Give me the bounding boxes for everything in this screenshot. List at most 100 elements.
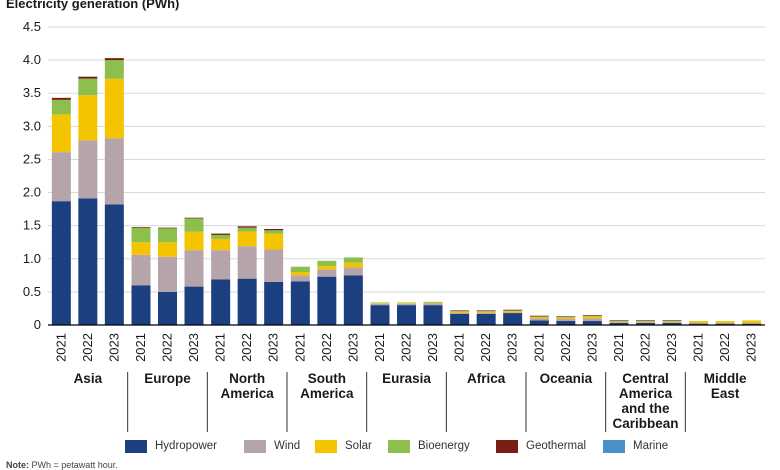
bar-segment-geothermal [636, 320, 655, 322]
bar-segment-hydropower [636, 323, 655, 325]
bar-segment-wind [636, 322, 655, 324]
group-label-line: North [229, 371, 265, 386]
bar-segment-geothermal [131, 226, 151, 228]
bar-segment-bioenergy [184, 218, 204, 232]
bar-segment-solar [158, 242, 177, 257]
bar-segment-geothermal [51, 97, 71, 100]
bar-segment-hydropower [131, 285, 151, 325]
bar-segment-bioenergy [397, 302, 416, 304]
bar-segment-bioenergy [450, 311, 470, 312]
x-tick-label: 2022 [80, 333, 95, 362]
legend-item-bioenergy: Bioenergy [388, 438, 470, 454]
bar-segment-hydropower [211, 279, 231, 325]
group-label-line: Africa [467, 371, 506, 386]
legend-item-marine: Marine [603, 438, 668, 454]
bar-segment-solar [423, 302, 443, 304]
bar-segment-hydropower [529, 320, 549, 325]
bar-segment-solar [343, 262, 363, 268]
bar-segment-hydropower [317, 276, 337, 325]
bar-segment-solar [370, 303, 390, 304]
bar-segment-hydropower [184, 286, 204, 325]
bar-segment-wind [370, 303, 390, 306]
x-tick-label: 2021 [611, 333, 626, 362]
bar-segment-bioenergy [264, 230, 284, 234]
group-label-line: Middle [704, 371, 747, 386]
bar-segment-solar [582, 316, 602, 319]
bar-segment-hydropower [343, 275, 363, 325]
bar-segment-solar [476, 311, 496, 314]
bar-segment-solar [317, 266, 337, 270]
y-tick-label: 4.0 [23, 52, 41, 67]
bar-segment-bioenergy [556, 317, 576, 318]
bars [51, 58, 762, 325]
x-tick-label: 2021 [531, 333, 546, 362]
legend-swatch [125, 439, 147, 453]
bar-segment-geothermal [104, 58, 124, 61]
group-label-line: Eurasia [382, 371, 431, 386]
x-tick-label: 2022 [478, 333, 493, 362]
group-label: Asia [74, 371, 103, 386]
group-label-line: Asia [74, 371, 103, 386]
bar-segment-geothermal [237, 226, 257, 228]
bar-segment-solar [211, 238, 231, 251]
x-tick-label: 2023 [664, 333, 679, 362]
bar-segment-wind [184, 250, 204, 287]
bar-segment-wind [317, 269, 337, 277]
bar-segment-wind [237, 246, 257, 279]
bar-segment-hydropower [290, 281, 310, 325]
bar-segment-wind [715, 323, 735, 324]
bar-segment-geothermal [556, 316, 576, 318]
legend-swatch [496, 439, 518, 453]
legend-item-hydropower: Hydropower [125, 438, 217, 454]
bar-segment-bioenergy [104, 60, 124, 79]
bar-segment-bioenergy [582, 315, 602, 317]
x-tick-label: 2023 [425, 333, 440, 362]
y-tick-label: 1.5 [23, 218, 41, 233]
y-tick-label: 0.5 [23, 284, 41, 299]
bar-segment-solar [689, 321, 709, 324]
group-label: Oceania [540, 371, 593, 386]
bar-segment-wind [742, 323, 762, 324]
bar-segment-bioenergy [78, 78, 98, 96]
bar-segment-bioenergy [423, 301, 443, 303]
bar-segment-hydropower [689, 323, 709, 325]
bar-segment-geothermal [582, 315, 602, 316]
group-label-line: and the [621, 401, 669, 416]
legend-label: Solar [345, 440, 372, 452]
stacked-bar-chart: 0 0.5 1.0 1.5 2.0 2.5 3.0 3.5 4.0 4.5 2021 2022 2023… [23, 19, 765, 432]
bar-segment-bioenergy [343, 257, 363, 263]
bar-segment-hydropower [582, 321, 602, 325]
labels: 0 0.5 1.0 1.5 2.0 2.5 3.0 3.5 4.0 4.5 2021 2022 2023… [23, 19, 759, 431]
bar-segment-solar [503, 311, 523, 313]
x-tick-label: 2022 [399, 333, 414, 362]
y-tick-label: 2.0 [23, 185, 41, 200]
legend: Hydropower Wind Solar Bioenergy Geothermal Ma… [0, 438, 780, 456]
group-label: North America [221, 371, 275, 401]
bar-segment-hydropower [556, 321, 576, 325]
bar-segment-hydropower [742, 323, 762, 325]
bar-segment-bioenergy [370, 302, 390, 304]
bar-segment-solar [131, 242, 151, 255]
bar-segment-wind [290, 275, 310, 282]
x-tick-label: 2021 [133, 333, 148, 362]
bar-segment-bioenergy [51, 99, 71, 115]
bar-segment-bioenergy [290, 266, 310, 273]
gridlines [48, 26, 765, 293]
bar-segment-wind [211, 250, 231, 280]
bar-segment-geothermal [264, 228, 284, 231]
bar-segment-wind [609, 322, 629, 324]
x-tick-label: 2022 [717, 333, 732, 362]
bar-segment-hydropower [423, 305, 443, 325]
bar-segment-wind [582, 318, 602, 322]
group-label-line: South [308, 371, 346, 386]
bar-segment-solar [556, 317, 576, 320]
x-tick-label: 2022 [160, 333, 175, 362]
x-tick-label: 2023 [584, 333, 599, 362]
bar-segment-hydropower [158, 291, 177, 325]
bar-segment-bioenergy [211, 234, 231, 239]
legend-label: Wind [274, 440, 301, 452]
group-label: Africa [467, 371, 506, 386]
bar-segment-solar [290, 272, 310, 276]
bar-segment-wind [264, 249, 284, 282]
legend-swatch [315, 439, 337, 453]
